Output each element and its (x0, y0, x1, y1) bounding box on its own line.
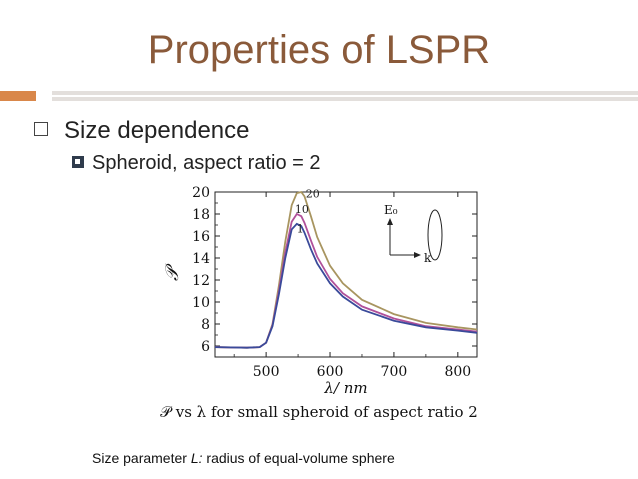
footnote-symbol: L: (190, 450, 203, 466)
bullet-spheroid: Spheroid, aspect ratio = 2 (72, 152, 320, 175)
y-tick-label: 16 (192, 229, 210, 245)
plot-frame (214, 191, 478, 358)
x-tick-label: 700 (381, 364, 408, 380)
y-tick-label: 12 (192, 273, 210, 289)
title-accent-bar (0, 91, 36, 101)
hollow-square-bullet-icon (34, 122, 48, 136)
lspr-chart: 500 600 700 800 6 8 10 12 14 16 18 20 λ/ nm 𝒫 20 10 1 E… (162, 185, 478, 394)
sub-bullet-text: Spheroid, aspect ratio = 2 (92, 152, 321, 174)
y-tick-label: 14 (192, 251, 210, 267)
x-axis-label: λ/ nm (323, 379, 367, 394)
bullet-size-dependence: Size dependence (34, 117, 249, 145)
efield-arrow-head-icon (387, 218, 393, 225)
slide-title: Properties of LSPR (147, 28, 491, 72)
footnote-suffix: radius of equal-volume sphere (202, 450, 395, 466)
y-tick-label: 20 (192, 185, 210, 201)
k-label: k (424, 251, 432, 265)
bullet-text: Size dependence (64, 117, 250, 144)
k-arrow-head-icon (414, 252, 421, 258)
y-tick-label: 6 (201, 339, 210, 355)
title-divider-bar (52, 91, 638, 101)
efield-label: E₀ (384, 203, 398, 217)
spheroid-ellipse-icon (427, 209, 443, 261)
x-tick-label: 500 (253, 364, 280, 380)
series-label-20: 20 (306, 188, 320, 201)
filled-square-bullet-icon (72, 156, 84, 168)
y-axis-label: 𝒫 (162, 263, 183, 281)
footnote-prefix: Size parameter (92, 450, 191, 466)
series-line-1 (214, 222, 478, 349)
figure-caption: 𝒫 vs λ for small spheroid of aspect rati… (160, 403, 478, 421)
footnote: Size parameter L: radius of equal-volume… (92, 450, 395, 466)
x-tick-label: 800 (444, 364, 471, 380)
y-tick-label: 10 (192, 295, 210, 311)
y-tick-label: 18 (192, 207, 210, 223)
series-label-1: 1 (297, 223, 304, 236)
series-label-10: 10 (295, 203, 309, 216)
y-tick-label: 8 (201, 317, 210, 333)
x-tick-label: 600 (317, 364, 344, 380)
